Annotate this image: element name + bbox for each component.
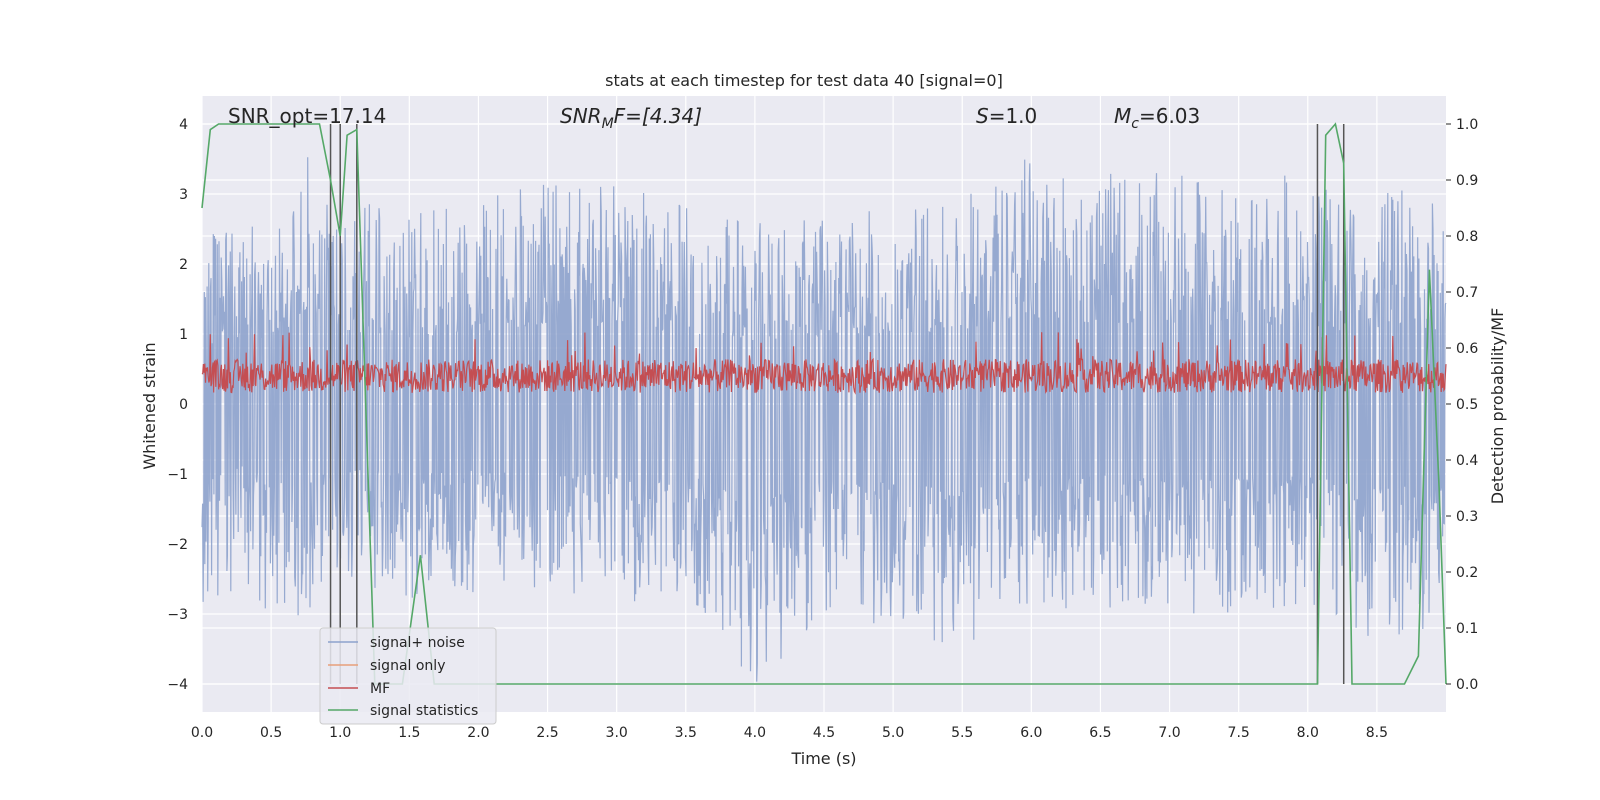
x-tick-label: 7.0	[1158, 725, 1180, 741]
y-right-tick-label: 0.5	[1456, 397, 1478, 413]
annotation-snr-opt: SNR_opt=17.14	[228, 104, 386, 128]
x-tick-label: 8.5	[1366, 725, 1388, 741]
x-tick-label: 5.0	[882, 725, 904, 741]
x-tick-label: 4.5	[813, 725, 835, 741]
y-axis-right-ticks: 0.0 0.1 0.2 0.3 0.4 0.5 0.6 0.7 0.8 0.9 1.0	[1446, 117, 1478, 693]
y-right-tick-label: 0.1	[1456, 621, 1478, 637]
legend-label-signal-noise: signal+ noise	[370, 635, 465, 651]
signal-noise-line	[201, 157, 1447, 682]
x-axis-label: Time (s)	[790, 749, 856, 768]
y-tick-label: 3	[179, 187, 188, 203]
y-right-tick-label: 1.0	[1456, 117, 1478, 133]
x-tick-label: 4.0	[744, 725, 766, 741]
x-tick-label: 7.5	[1228, 725, 1250, 741]
y-right-tick-label: 0.2	[1456, 565, 1478, 581]
legend-label-signal-only: signal only	[370, 658, 445, 674]
x-tick-label: 0.5	[260, 725, 282, 741]
y-right-tick-label: 0.8	[1456, 229, 1478, 245]
x-tick-label: 2.0	[467, 725, 489, 741]
x-tick-label: 1.5	[398, 725, 420, 741]
y-axis-right-label: Detection probability/MF	[1488, 308, 1507, 505]
x-tick-label: 0.0	[191, 725, 213, 741]
legend: signal+ noise signal only MF signal stat…	[319, 627, 497, 725]
x-tick-label: 2.5	[536, 725, 558, 741]
x-tick-label: 3.0	[606, 725, 628, 741]
y-right-tick-label: 0.0	[1456, 677, 1478, 693]
x-tick-label: 3.5	[675, 725, 697, 741]
y-tick-label: 0	[179, 397, 188, 413]
y-right-tick-label: 0.6	[1456, 341, 1478, 357]
y-right-tick-label: 0.3	[1456, 509, 1478, 525]
x-tick-label: 1.0	[329, 725, 351, 741]
annotation-s: S=1.0	[976, 104, 1037, 128]
annotation-mc: Mc=6.03	[1114, 104, 1200, 132]
y-tick-label: 4	[179, 117, 188, 133]
y-axis-ticks: −4 −3 −2 −1 0 1 2 3 4	[167, 117, 188, 693]
y-tick-label: −4	[167, 677, 188, 693]
legend-label-signal-statistics: signal statistics	[370, 703, 478, 719]
y-right-tick-label: 0.4	[1456, 453, 1478, 469]
mf-line	[201, 332, 1447, 395]
legend-label-mf: MF	[370, 681, 390, 697]
y-right-tick-label: 0.9	[1456, 173, 1478, 189]
y-tick-label: −3	[167, 607, 188, 623]
y-tick-label: −2	[167, 537, 188, 553]
annotation-snr-mf: SNRMF=[4.34]	[560, 104, 702, 132]
series-signal-noise	[201, 157, 1447, 682]
y-axis-label: Whitened strain	[140, 342, 159, 469]
x-tick-label: 6.5	[1089, 725, 1111, 741]
y-tick-label: 1	[179, 327, 188, 343]
y-tick-label: 2	[179, 257, 188, 273]
x-axis-ticks: 0.0 0.5 1.0 1.5 2.0 2.5 3.0 3.5 4.0 4.5 5.0 5.5 6.0 6…	[191, 725, 1388, 741]
series-mf	[201, 332, 1447, 395]
y-tick-label: −1	[167, 467, 188, 483]
x-tick-label: 8.0	[1297, 725, 1319, 741]
chart-title: stats at each timestep for test data 40 …	[605, 71, 1003, 90]
x-tick-label: 5.5	[951, 725, 973, 741]
x-tick-label: 6.0	[1020, 725, 1042, 741]
vertical-markers	[329, 124, 1345, 684]
legend-box	[319, 627, 497, 725]
y-right-tick-label: 0.7	[1456, 285, 1478, 301]
